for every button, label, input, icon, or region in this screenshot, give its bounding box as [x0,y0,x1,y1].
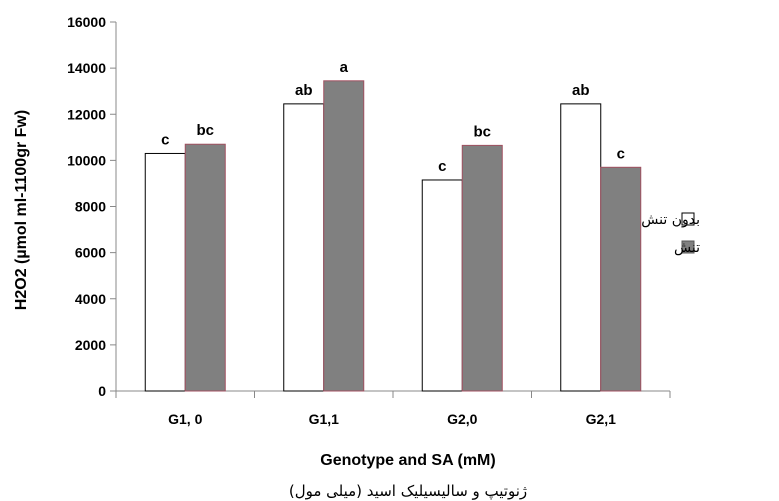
x-axis-ticks: G1, 0 G1,1 G2,0 G2,1 [115,391,671,427]
bar [600,166,642,392]
bar [144,152,186,392]
y-tick-label: 8000 [75,199,106,215]
bar-significance-label: c [617,145,625,162]
legend-swatch-stress [681,240,695,254]
y-tick-label: 16000 [67,14,106,30]
y-tick-label: 0 [98,383,106,399]
bar [560,103,602,392]
x-axis-label-persian: ژنوتیپ و سالیسیلیک اسید (میلی مول) [289,482,527,501]
legend-swatch-no-stress [681,212,695,226]
legend: بدون تنش تنش [641,212,700,256]
y-tick-label: 14000 [67,60,106,76]
bar [461,144,503,392]
y-tick-label: 10000 [67,152,106,168]
y-axis-label: H2O2 (µmol ml-1100gr Fw) [13,110,30,310]
legend-label-stress: تنش [674,240,700,256]
bar-significance-label: bc [473,123,491,140]
bar [421,179,463,392]
x-tick-label: G2,0 [447,411,478,427]
legend-label-no-stress: بدون تنش [641,212,700,228]
bar-significance-label: c [161,131,169,148]
y-tick-label: 4000 [75,291,106,307]
y-tick-label: 12000 [67,106,106,122]
x-axis-label: Genotype and SA (mM) [320,452,495,469]
x-tick-label: G2,1 [586,411,617,427]
y-tick-label: 6000 [75,245,106,261]
bar-significance-label: ab [295,82,313,99]
bar-significance-label: c [438,158,446,175]
bar-significance-label: a [340,59,349,76]
bar-significance-label: ab [572,82,590,99]
bar-significance-label: bc [196,122,214,139]
x-tick-label: G1,1 [309,411,340,427]
x-tick-label: G1, 0 [168,411,202,427]
bar [184,143,226,392]
bar [283,103,325,392]
bar [323,80,365,392]
y-axis-ticks: 0 2000 4000 6000 8000 10000 12000 14000 16000 [67,14,116,399]
y-tick-label: 2000 [75,337,106,353]
